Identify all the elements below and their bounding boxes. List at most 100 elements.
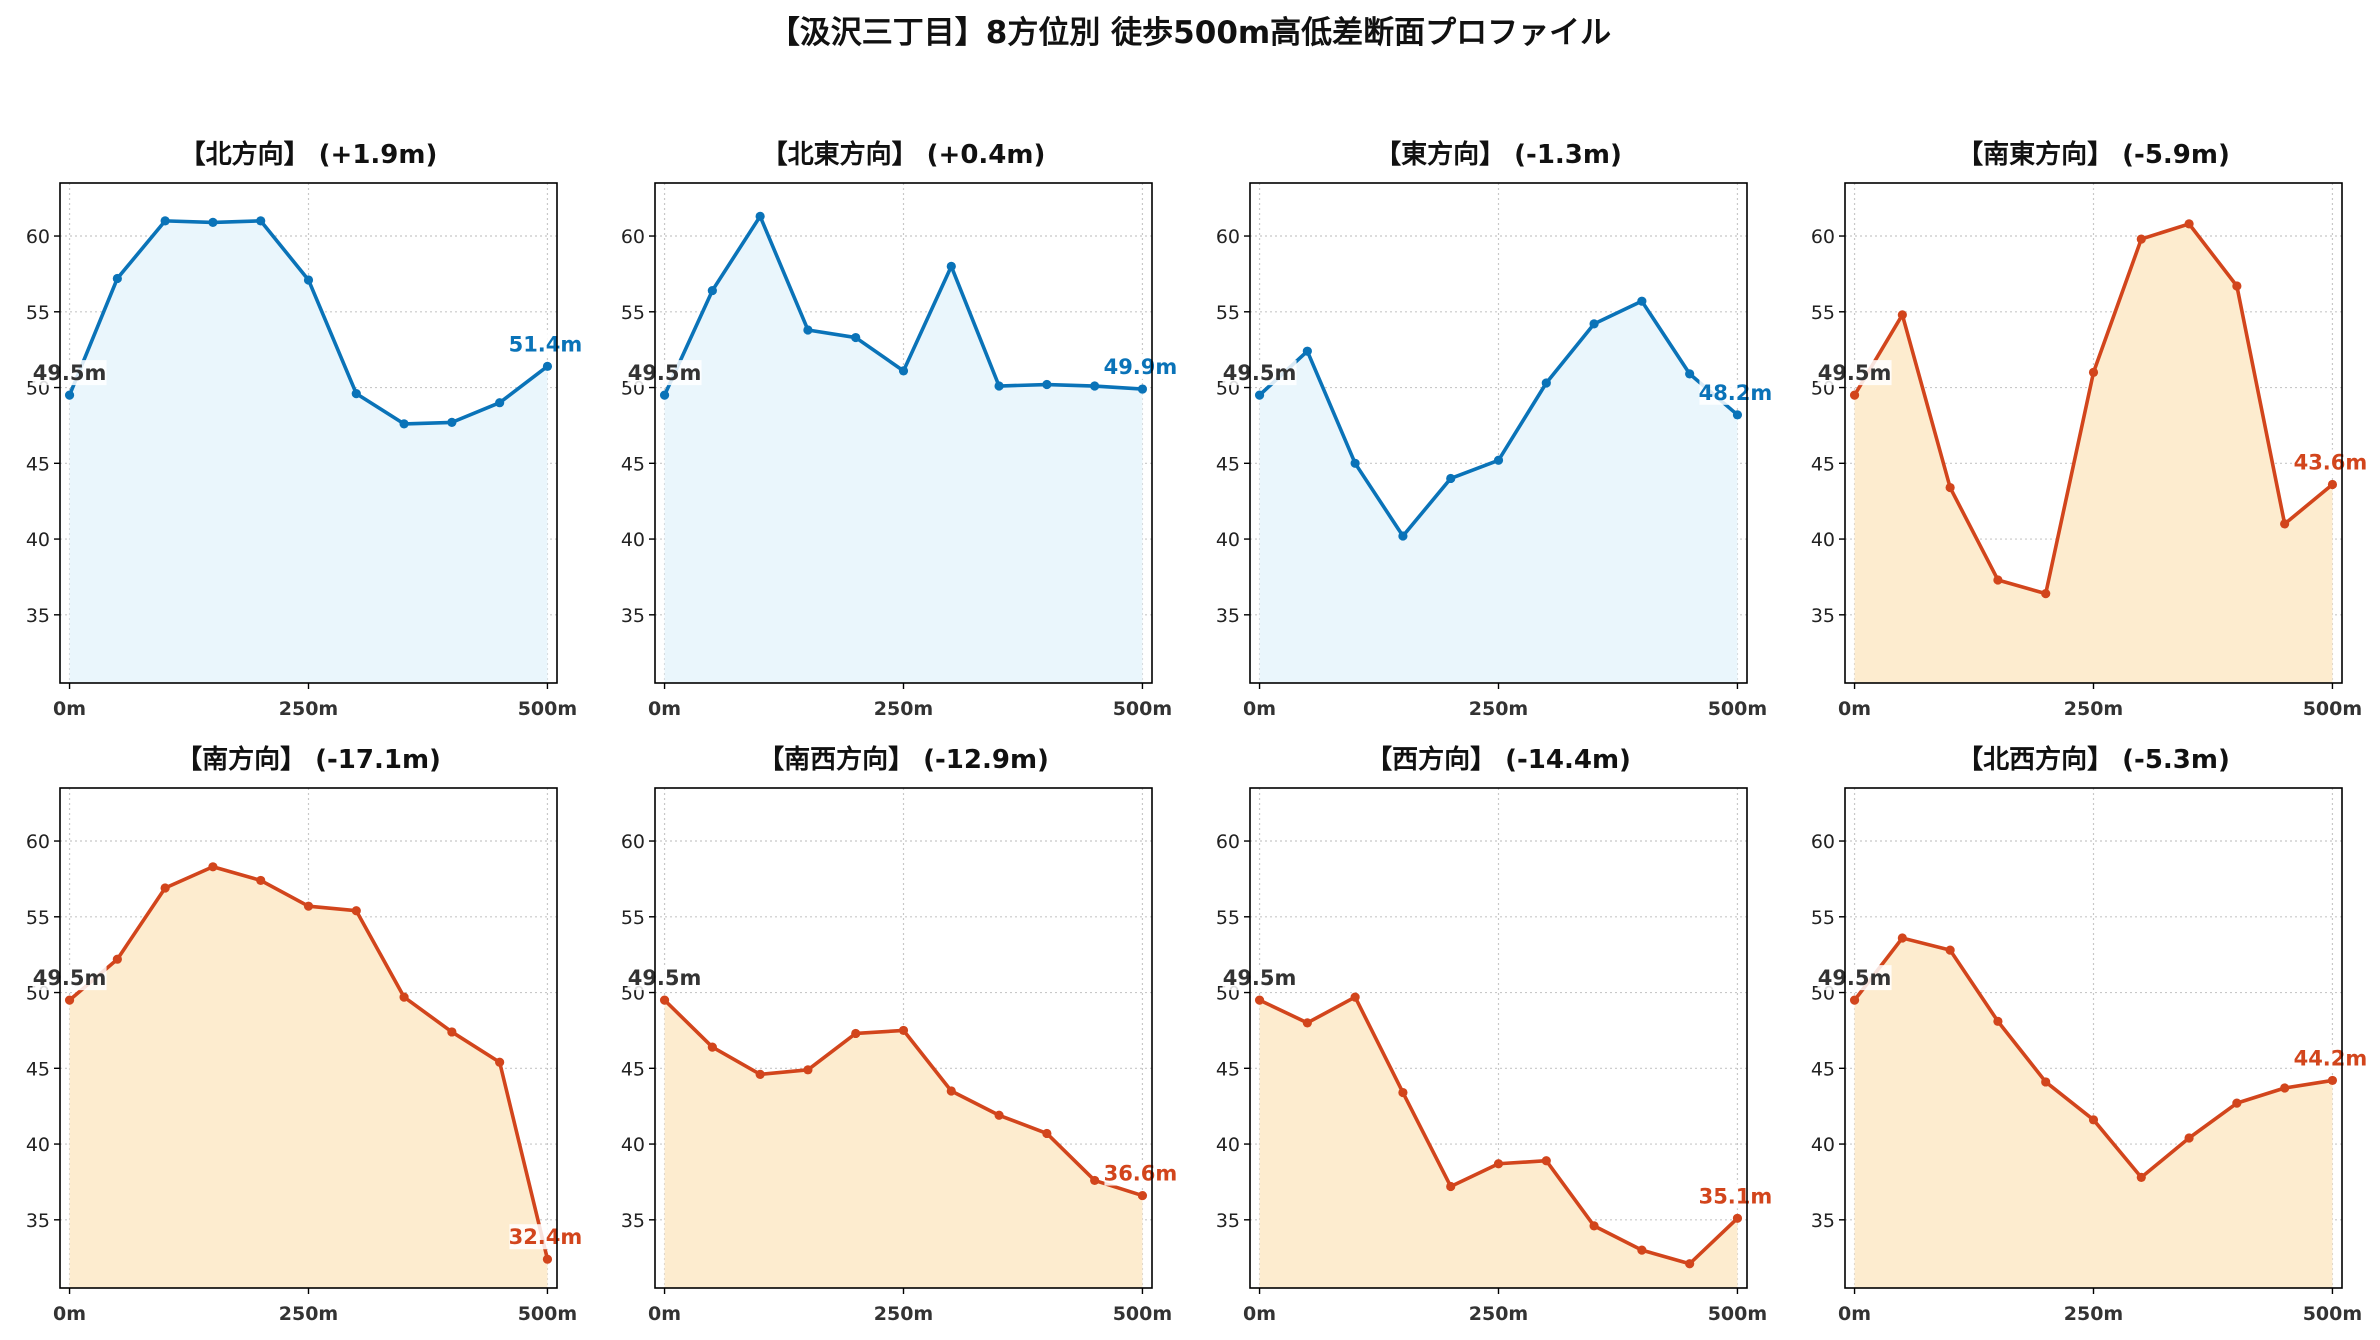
data-point bbox=[256, 875, 266, 886]
data-point bbox=[707, 1042, 717, 1052]
y-tick-label: 45 bbox=[1811, 453, 1835, 475]
x-tick-label: 250m bbox=[874, 1303, 933, 1325]
data-point bbox=[160, 883, 170, 893]
elevation-area bbox=[1259, 997, 1738, 1288]
end-elevation-label: 49.9m bbox=[1104, 355, 1178, 379]
y-tick-label: 35 bbox=[26, 605, 50, 627]
x-tick-label: 0m bbox=[1838, 698, 1871, 720]
x-tick-label: 500m bbox=[1708, 1303, 1767, 1325]
start-label-bg bbox=[627, 360, 702, 386]
x-tick-label: 250m bbox=[2064, 1303, 2123, 1325]
data-point bbox=[1541, 1156, 1551, 1166]
data-point bbox=[1254, 390, 1265, 400]
start-label-bg bbox=[1817, 965, 1892, 991]
end-label-bg bbox=[1104, 1160, 1181, 1186]
start-elevation-label: 49.5m bbox=[1818, 966, 1892, 990]
start-elevation-label: 49.5m bbox=[1223, 966, 1297, 990]
y-tick-label: 45 bbox=[1216, 453, 1240, 475]
start-elevation-label: 49.5m bbox=[33, 966, 107, 990]
data-point bbox=[208, 862, 218, 872]
y-tick-label: 55 bbox=[621, 302, 645, 324]
data-point bbox=[1637, 296, 1647, 306]
data-point bbox=[1137, 384, 1148, 394]
data-point bbox=[2041, 589, 2051, 599]
y-tick-label: 45 bbox=[1216, 1058, 1240, 1080]
end-label-bg bbox=[2294, 1045, 2371, 1071]
y-tick-label: 40 bbox=[26, 529, 50, 551]
y-tick-label: 35 bbox=[1811, 605, 1835, 627]
data-point bbox=[1446, 1181, 1456, 1192]
x-tick-label: 500m bbox=[2303, 698, 2362, 720]
data-point bbox=[851, 332, 861, 343]
data-point bbox=[399, 419, 409, 429]
panel-title: 【北方向】 (+1.9m) bbox=[180, 139, 438, 170]
data-point bbox=[1849, 390, 1860, 400]
data-point bbox=[2232, 1098, 2242, 1108]
start-elevation-label: 49.5m bbox=[1818, 361, 1892, 385]
data-point bbox=[851, 1028, 861, 1039]
figure-title: 【汲沢三丁目】8方位別 徒歩500m高低差断面プロファイル bbox=[769, 15, 1611, 51]
data-point bbox=[447, 417, 457, 427]
x-tick-label: 0m bbox=[648, 1303, 681, 1325]
y-tick-label: 45 bbox=[621, 1058, 645, 1080]
data-point bbox=[2136, 234, 2146, 244]
data-point bbox=[1685, 369, 1695, 379]
panel-title: 【東方向】 (-1.3m) bbox=[1375, 139, 1622, 170]
end-label-bg bbox=[509, 331, 586, 357]
end-elevation-label: 44.2m bbox=[2294, 1046, 2368, 1070]
data-point bbox=[64, 995, 75, 1005]
y-tick-label: 55 bbox=[621, 907, 645, 929]
y-tick-label: 45 bbox=[1811, 1058, 1835, 1080]
y-tick-label: 40 bbox=[1811, 1134, 1835, 1156]
data-point bbox=[2280, 1083, 2290, 1093]
x-tick-label: 0m bbox=[53, 1303, 86, 1325]
data-point bbox=[2088, 1115, 2099, 1125]
x-tick-label: 500m bbox=[1113, 698, 1172, 720]
data-point bbox=[1446, 473, 1456, 484]
y-tick-label: 60 bbox=[1216, 226, 1240, 248]
data-point bbox=[399, 992, 409, 1002]
data-point bbox=[1090, 381, 1100, 391]
y-tick-label: 35 bbox=[1811, 1210, 1835, 1232]
data-point bbox=[303, 901, 314, 911]
y-tick-label: 60 bbox=[1216, 831, 1240, 853]
y-tick-label: 35 bbox=[621, 1210, 645, 1232]
plot-frame bbox=[1249, 787, 1748, 1289]
elevation-area bbox=[1259, 301, 1738, 683]
data-point bbox=[2136, 1172, 2146, 1182]
data-point bbox=[160, 216, 170, 226]
data-point bbox=[994, 381, 1004, 391]
data-point bbox=[803, 1065, 813, 1075]
start-label-bg bbox=[1817, 360, 1892, 386]
data-point bbox=[447, 1027, 457, 1037]
y-tick-label: 35 bbox=[1216, 605, 1240, 627]
data-point bbox=[659, 390, 670, 400]
end-elevation-label: 48.2m bbox=[1699, 381, 1773, 405]
data-point bbox=[2280, 519, 2290, 529]
panel-title: 【北東方向】 (+0.4m) bbox=[762, 139, 1046, 170]
y-tick-label: 60 bbox=[1811, 831, 1835, 853]
panel-title: 【南西方向】 (-12.9m) bbox=[758, 744, 1049, 775]
y-tick-label: 40 bbox=[26, 1134, 50, 1156]
data-point bbox=[351, 906, 361, 916]
y-tick-label: 45 bbox=[26, 1058, 50, 1080]
data-point bbox=[1993, 1016, 2003, 1026]
data-point bbox=[1042, 1128, 1052, 1139]
data-point bbox=[1732, 1213, 1743, 1223]
plot-frame bbox=[1844, 182, 2343, 684]
data-point bbox=[1398, 531, 1408, 541]
data-point bbox=[1897, 310, 1907, 320]
elevation-area bbox=[1854, 938, 2333, 1288]
y-tick-label: 55 bbox=[1811, 302, 1835, 324]
data-point bbox=[256, 216, 266, 226]
end-label-bg bbox=[1699, 1183, 1776, 1209]
y-tick-label: 35 bbox=[26, 1210, 50, 1232]
plot-frame bbox=[1249, 182, 1748, 684]
data-point bbox=[946, 261, 956, 271]
data-point bbox=[1493, 455, 1504, 465]
y-tick-label: 60 bbox=[26, 831, 50, 853]
